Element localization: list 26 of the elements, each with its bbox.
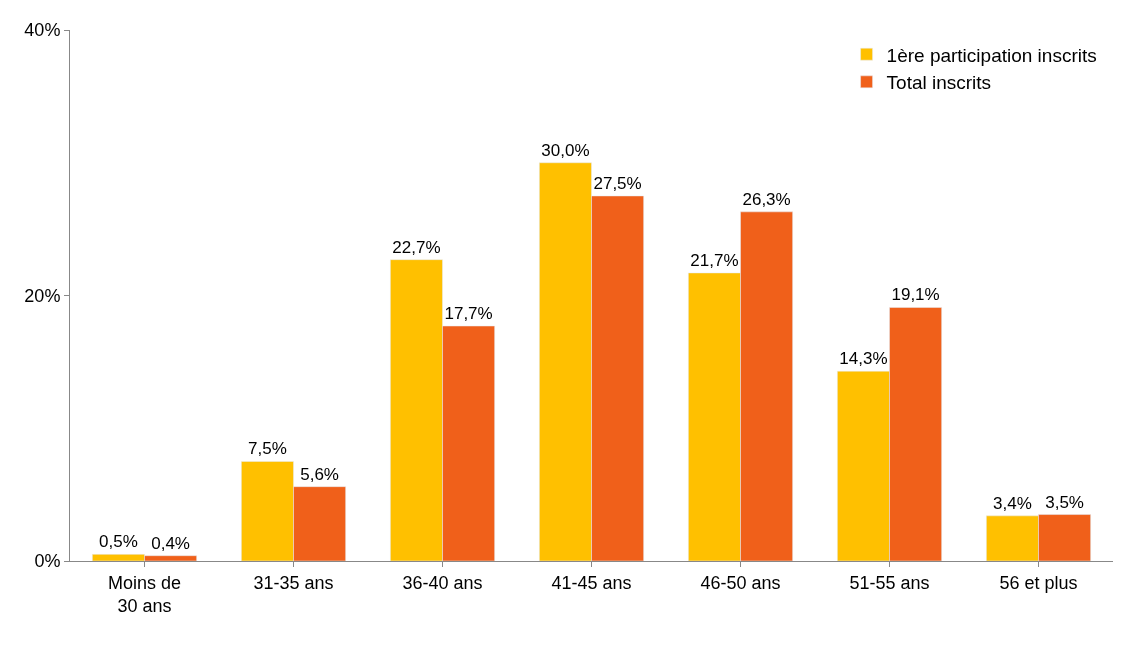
data-label: 19,1% [891,285,940,305]
data-label: 21,7% [690,250,739,270]
data-label: 7,5% [248,439,287,459]
data-label: 26,3% [742,189,791,209]
y-tick-label: 20% [24,285,61,306]
data-label: 14,3% [839,349,888,369]
data-label: 3,4% [993,493,1032,513]
data-label: 3,5% [1045,492,1084,512]
x-tick-label: 51-55 ans [849,572,930,593]
data-label: 27,5% [593,173,642,193]
x-tick-label: 46-50 ans [700,572,781,593]
x-tick-label: 56 et plus [999,572,1078,593]
y-tick-label: 0% [34,551,61,572]
data-label: 0,4% [151,533,190,553]
legend-label: Total inscrits [886,72,992,94]
data-label: 22,7% [392,237,441,257]
data-label: 0,5% [99,532,138,552]
data-label: 30,0% [541,140,590,160]
x-tick-label: 31-35 ans [253,572,334,593]
legend-label: 1ère participation inscrits [886,44,1097,66]
data-label: 17,7% [444,304,493,324]
x-tick-label: 41-45 ans [551,572,632,593]
y-tick-label: 40% [24,20,61,41]
data-label: 5,6% [300,464,339,484]
x-tick-label: Moins de 30 ans [107,572,182,616]
x-tick-label: 36-40 ans [402,572,483,593]
